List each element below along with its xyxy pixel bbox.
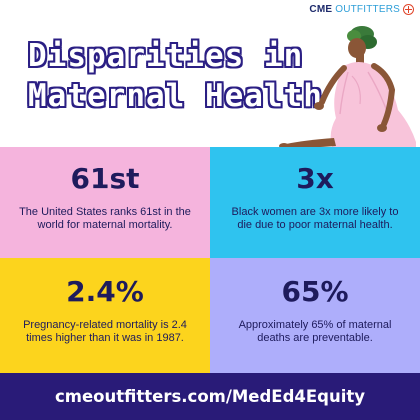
title-line-1: Disparities in bbox=[28, 38, 304, 74]
brand-name: CME OUTFITTERS bbox=[309, 4, 400, 15]
title-line-2: Maternal Health bbox=[28, 78, 323, 114]
stat-description: The United States ranks 61st in the worl… bbox=[19, 206, 191, 231]
stats-grid: 61st The United States ranks 61st in the… bbox=[0, 147, 420, 373]
stat-description: Approximately 65% of maternal deaths are… bbox=[238, 319, 392, 344]
stat-card-black-women: 3x Black women are 3x more likely to die… bbox=[210, 147, 420, 258]
brand-logo[interactable]: CME OUTFITTERS bbox=[309, 4, 414, 15]
stat-card-rank: 61st The United States ranks 61st in the… bbox=[0, 147, 210, 258]
stat-description: Pregnancy-related mortality is 2.4 times… bbox=[23, 319, 187, 344]
stat-value: 61st bbox=[70, 162, 140, 195]
page-title: Disparities in Maternal Health bbox=[28, 36, 323, 116]
stat-value: 65% bbox=[281, 275, 349, 308]
footer-banner: cmeoutfitters.com/MedEd4Equity bbox=[0, 373, 420, 420]
stat-card-mortality-increase: 2.4% Pregnancy-related mortality is 2.4 … bbox=[0, 258, 210, 373]
footer-url-link[interactable]: cmeoutfitters.com/MedEd4Equity bbox=[54, 387, 365, 406]
stat-value: 2.4% bbox=[66, 275, 144, 308]
stat-description: Black women are 3x more likely to die du… bbox=[231, 206, 399, 231]
pregnant-woman-illustration bbox=[279, 26, 416, 149]
stat-value: 3x bbox=[296, 162, 334, 195]
crosshair-circle-icon bbox=[403, 4, 414, 15]
stat-card-preventable: 65% Approximately 65% of maternal deaths… bbox=[210, 258, 420, 373]
